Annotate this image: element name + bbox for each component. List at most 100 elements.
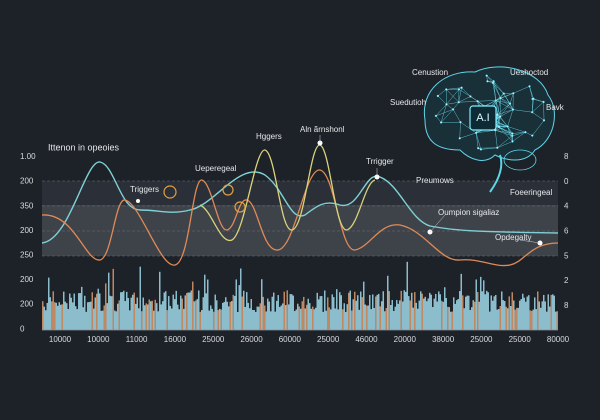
spike: [90, 301, 92, 330]
spike: [159, 271, 161, 330]
spike: [136, 297, 138, 330]
net-edge: [507, 126, 526, 133]
spike: [432, 307, 434, 330]
brain-label: Cenustion: [412, 68, 448, 77]
net-node: [506, 125, 509, 128]
spike: [166, 310, 168, 330]
spike: [472, 300, 474, 330]
spike: [417, 308, 419, 330]
net-node: [542, 119, 546, 122]
net-edge: [495, 130, 513, 137]
spike: [49, 297, 51, 330]
spike: [127, 298, 129, 330]
brain-label: Bavk: [546, 103, 565, 112]
net-node: [524, 131, 527, 134]
spike: [244, 306, 246, 330]
spike: [279, 306, 281, 330]
net-node: [508, 102, 512, 105]
bottom-axis-label: 60000: [279, 335, 302, 344]
net-node: [502, 92, 505, 95]
band: [42, 181, 558, 205]
spike: [63, 291, 65, 330]
spike: [274, 311, 276, 330]
net-edge: [461, 87, 471, 97]
spike: [453, 297, 455, 330]
spike: [138, 308, 140, 330]
spike: [435, 293, 437, 330]
spike: [145, 303, 147, 330]
spike: [228, 306, 230, 330]
spike: [369, 295, 371, 330]
spike: [384, 311, 386, 330]
spike: [142, 297, 144, 330]
annotation: Hggers: [256, 132, 282, 141]
net-edge: [458, 89, 471, 97]
spike: [75, 306, 77, 330]
spike: [177, 304, 179, 330]
bottom-axis-label: 38000: [432, 335, 455, 344]
spike: [130, 297, 132, 330]
spike: [163, 292, 165, 330]
spike: [364, 304, 366, 330]
net-node: [531, 97, 534, 101]
net-edge: [525, 132, 533, 136]
spike: [555, 311, 557, 330]
spike: [252, 309, 254, 330]
net-edge: [486, 75, 494, 84]
spike: [157, 311, 159, 330]
spike: [553, 295, 555, 330]
spike: [195, 300, 197, 330]
right-axis-label: 2: [564, 276, 569, 285]
net-node: [542, 100, 545, 104]
spike: [85, 311, 87, 330]
spike: [52, 291, 54, 330]
spike: [220, 309, 222, 330]
net-edge: [507, 126, 513, 134]
spike: [192, 281, 194, 330]
spike: [292, 295, 294, 330]
net-node: [477, 147, 480, 150]
spike: [381, 301, 383, 330]
spike: [477, 292, 479, 330]
spike: [190, 290, 192, 330]
spike: [373, 307, 375, 330]
spike: [291, 294, 293, 330]
net-node: [499, 115, 502, 118]
net-edge: [498, 116, 501, 127]
left-axis-label: 250: [20, 251, 34, 260]
net-node: [457, 101, 460, 104]
spike: [100, 310, 102, 330]
spike: [426, 301, 428, 330]
spike: [514, 309, 516, 330]
spike: [498, 309, 500, 330]
bottom-axis-label: 26000: [240, 335, 263, 344]
net-edge: [500, 97, 514, 110]
spike: [312, 306, 314, 330]
spike: [418, 300, 420, 330]
net-edge: [532, 98, 544, 103]
spike: [400, 290, 402, 330]
spike: [120, 292, 122, 330]
right-axis-label: 6: [564, 227, 569, 236]
spike: [282, 303, 284, 330]
net-node: [512, 92, 515, 95]
net-edge: [529, 86, 533, 100]
spike: [265, 311, 267, 330]
spike: [94, 297, 96, 330]
spike: [253, 310, 255, 330]
spike: [375, 296, 377, 330]
net-node: [440, 121, 443, 124]
spike: [88, 301, 90, 330]
spike: [450, 311, 452, 330]
spike: [502, 300, 504, 330]
spike: [445, 298, 447, 330]
spike: [187, 292, 189, 330]
spike: [441, 300, 443, 330]
spike: [504, 300, 506, 330]
spike: [82, 307, 84, 330]
spike: [483, 280, 485, 330]
spike: [70, 297, 72, 330]
spike: [522, 293, 524, 330]
spike: [325, 310, 327, 330]
